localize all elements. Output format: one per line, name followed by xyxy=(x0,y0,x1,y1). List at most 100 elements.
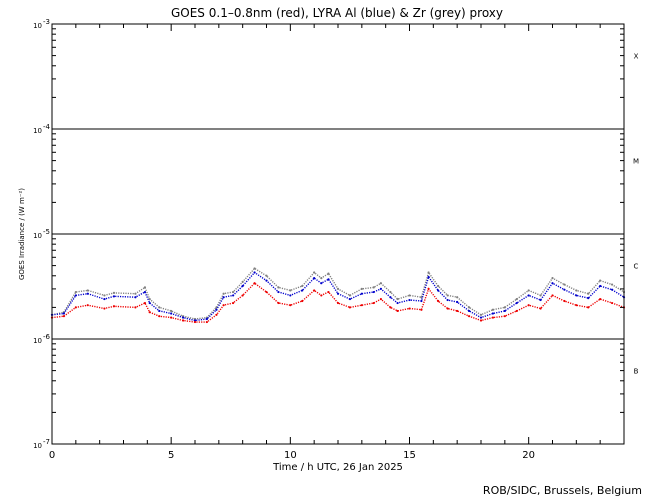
data-point xyxy=(437,289,440,292)
x-axis-label: Time / h UTC, 26 Jan 2025 xyxy=(272,462,403,473)
data-point xyxy=(313,277,316,280)
x-tick-label: 10 xyxy=(284,450,297,461)
data-point xyxy=(389,296,392,299)
data-point xyxy=(396,301,399,305)
data-point xyxy=(253,267,256,270)
data-point xyxy=(181,316,185,319)
data-point xyxy=(587,297,590,300)
data-point xyxy=(551,282,554,285)
data-point xyxy=(575,304,578,307)
data-point xyxy=(360,287,363,291)
data-point xyxy=(379,282,382,285)
data-point xyxy=(610,301,614,305)
data-point xyxy=(170,316,173,319)
data-point xyxy=(143,290,147,294)
x-tick-label: 15 xyxy=(403,450,416,461)
data-point xyxy=(491,312,495,315)
data-point xyxy=(134,306,137,309)
data-point xyxy=(336,287,340,291)
y-tick-exponent: -3 xyxy=(43,18,50,26)
data-point xyxy=(232,290,235,294)
y-tick-exponent: -5 xyxy=(43,228,50,236)
data-point xyxy=(74,306,77,309)
y-axis: 10-710-610-510-410-3 xyxy=(33,18,624,450)
data-point xyxy=(503,315,506,318)
data-point xyxy=(348,306,352,309)
data-point xyxy=(396,297,399,301)
data-point xyxy=(253,282,256,285)
data-point xyxy=(527,294,530,297)
data-point xyxy=(241,294,244,297)
data-point xyxy=(320,277,323,280)
flare-class-label: B xyxy=(634,368,639,376)
data-point xyxy=(408,307,411,310)
data-point xyxy=(336,292,340,295)
y-tick-label: 10 xyxy=(33,337,42,345)
series-ee0000 xyxy=(50,282,626,324)
data-point xyxy=(112,305,116,308)
data-point xyxy=(327,278,330,281)
data-point xyxy=(479,313,483,316)
data-point xyxy=(610,288,614,291)
data-point xyxy=(170,309,173,313)
data-point xyxy=(389,290,392,294)
data-point xyxy=(551,294,554,297)
data-point xyxy=(420,299,423,303)
data-point xyxy=(289,289,292,292)
data-point xyxy=(277,301,280,305)
data-point xyxy=(313,289,316,292)
data-point xyxy=(575,289,578,292)
flare-class-label: M xyxy=(633,158,639,166)
data-point xyxy=(289,294,292,297)
data-point xyxy=(143,301,147,305)
data-point xyxy=(222,304,225,307)
data-point xyxy=(408,298,411,302)
data-point xyxy=(86,292,89,295)
data-point xyxy=(610,283,614,286)
data-point xyxy=(515,297,518,301)
data-point xyxy=(313,271,316,274)
data-point xyxy=(427,275,430,279)
data-point xyxy=(112,291,116,294)
data-point xyxy=(134,296,137,299)
data-point xyxy=(143,286,147,289)
data-point xyxy=(193,320,197,324)
data-point xyxy=(265,279,268,282)
series-808080 xyxy=(50,267,626,321)
data-point xyxy=(587,306,590,309)
data-point xyxy=(599,297,602,301)
data-point xyxy=(360,292,363,295)
data-point xyxy=(148,311,151,314)
data-point xyxy=(456,296,459,299)
chart-title: GOES 0.1–0.8nm (red), LYRA Al (blue) & Z… xyxy=(171,6,503,20)
data-point xyxy=(181,319,185,322)
data-point xyxy=(396,309,399,313)
data-point xyxy=(360,304,363,307)
data-point xyxy=(222,296,225,299)
data-point xyxy=(103,294,106,297)
data-point xyxy=(515,301,518,305)
data-point xyxy=(479,316,483,319)
data-point xyxy=(193,319,197,322)
data-point xyxy=(379,287,382,291)
data-point xyxy=(467,306,471,309)
data-point xyxy=(232,301,235,305)
data-point xyxy=(551,277,554,280)
data-point xyxy=(527,304,530,307)
data-point xyxy=(327,272,330,275)
data-point xyxy=(467,309,471,313)
data-point xyxy=(232,294,235,297)
data-point xyxy=(372,290,375,294)
data-point xyxy=(320,282,323,285)
data-point xyxy=(456,300,459,304)
data-point xyxy=(446,307,449,310)
flare-class-label: C xyxy=(634,263,639,271)
y-tick-exponent: -4 xyxy=(43,123,51,131)
data-point xyxy=(479,319,483,322)
data-point xyxy=(427,287,430,291)
data-point xyxy=(134,292,137,295)
data-point xyxy=(503,309,506,313)
data-point xyxy=(158,309,161,313)
data-point xyxy=(265,290,268,294)
